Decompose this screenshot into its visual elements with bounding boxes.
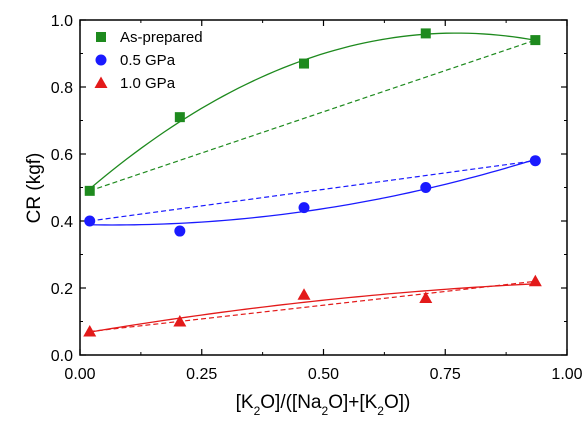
y-tick-label: 0.2 xyxy=(51,281,73,298)
y-tick-label: 1.0 xyxy=(51,13,73,30)
dashed-connector xyxy=(89,39,536,192)
data-point xyxy=(297,288,311,300)
x-title-text: O]+[K xyxy=(328,392,377,413)
fit-curve xyxy=(89,158,536,226)
data-point xyxy=(299,58,310,69)
fit-curve xyxy=(89,32,536,190)
dashed-connectors xyxy=(89,39,536,333)
data-markers xyxy=(83,28,542,337)
x-tick-labels: 0.00 0.25 0.50 0.75 1.00 xyxy=(64,366,582,383)
legend-label: 1.0 GPa xyxy=(120,75,176,92)
legend-swatch xyxy=(95,54,107,66)
data-point xyxy=(298,202,310,214)
data-point xyxy=(174,112,185,123)
y-tick-label: 0.8 xyxy=(51,80,73,97)
legend: As-prepared 0.5 GPa 1.0 GPa xyxy=(94,29,203,92)
y-tick-label: 0.6 xyxy=(51,147,73,164)
data-point xyxy=(84,185,95,196)
data-point xyxy=(528,274,542,287)
fit-curve xyxy=(89,283,536,333)
data-point xyxy=(174,225,186,237)
data-point xyxy=(420,28,431,39)
data-point xyxy=(419,291,433,304)
x-tick-label: 0.75 xyxy=(430,366,461,383)
x-title-text: O]/([Na xyxy=(260,392,322,413)
legend-swatch xyxy=(96,32,106,42)
x-axis-title: [K2O]/([Na2O]+[K2O]) xyxy=(236,392,411,418)
axis-ticks xyxy=(79,19,568,356)
x-tick-label: 0.25 xyxy=(186,366,217,383)
fit-curves xyxy=(89,32,536,333)
legend-label: 0.5 GPa xyxy=(120,52,176,69)
data-point xyxy=(84,215,96,227)
x-tick-label: 1.00 xyxy=(551,366,582,383)
x-title-subscript: 2 xyxy=(377,404,384,418)
data-point xyxy=(420,182,432,193)
y-tick-label: 0.4 xyxy=(51,214,73,231)
x-tick-label: 0.50 xyxy=(308,366,339,383)
x-title-subscript: 2 xyxy=(322,404,329,418)
x-title-text: [K xyxy=(236,392,254,413)
dashed-connector xyxy=(89,160,536,222)
x-title-subscript: 2 xyxy=(254,404,261,418)
legend-swatch xyxy=(94,76,108,88)
data-point xyxy=(529,155,541,167)
data-point xyxy=(83,325,97,337)
data-point xyxy=(530,35,541,46)
data-point xyxy=(173,315,187,327)
x-title-text: O]) xyxy=(384,392,410,413)
y-tick-labels: 0.0 0.2 0.4 0.6 0.8 1.0 xyxy=(51,13,73,365)
y-tick-label: 0.0 xyxy=(51,348,73,365)
dashed-connector xyxy=(89,280,536,333)
y-axis-title: CR (kgf) xyxy=(24,153,45,224)
legend-label: As-prepared xyxy=(120,29,203,46)
x-tick-label: 0.00 xyxy=(64,366,95,383)
